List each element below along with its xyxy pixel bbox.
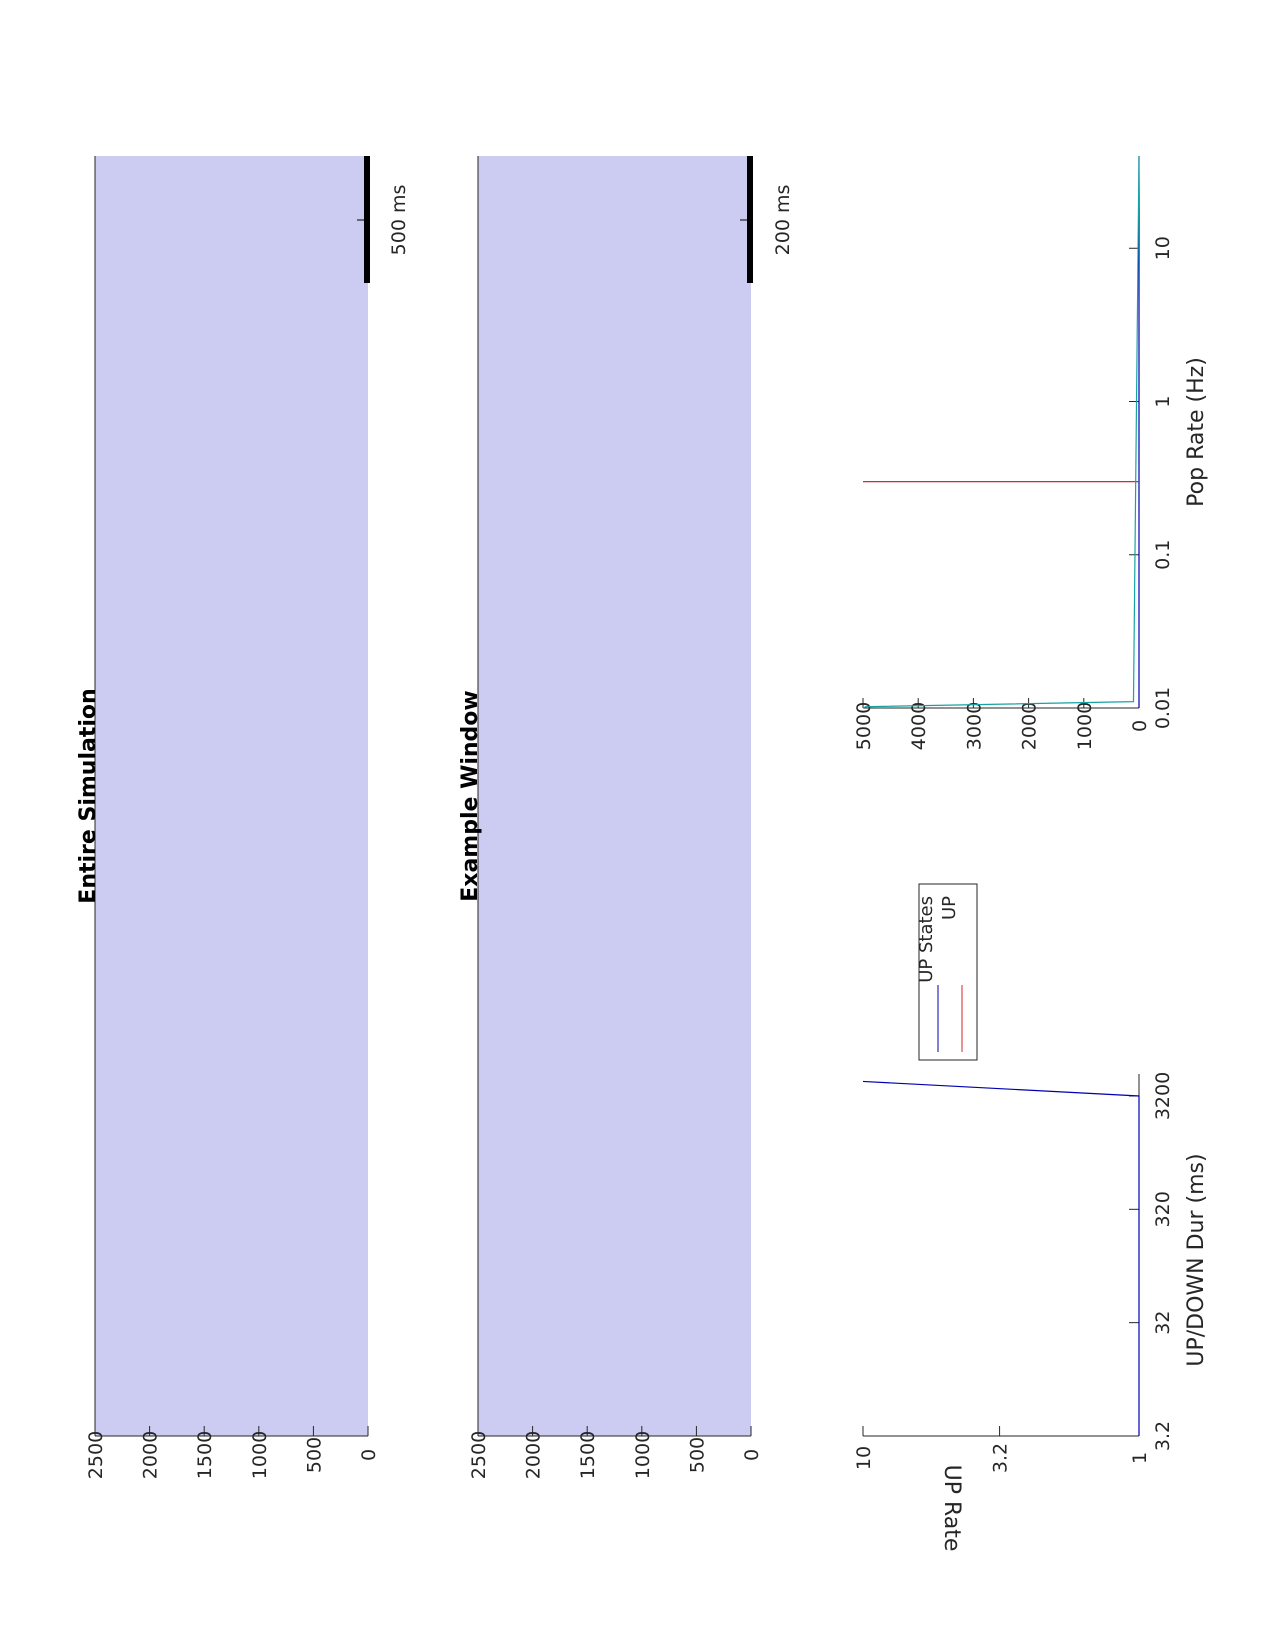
p4-ytick-label: 4000 — [908, 702, 930, 750]
raster-ytick-label: 1500 — [194, 1431, 216, 1479]
p3-ytick-label: 1 — [1129, 1452, 1151, 1464]
title-window: Example Window — [458, 690, 483, 902]
scalebar-entire-label: 500 ms — [388, 185, 410, 256]
raster-ytick-label: 0 — [358, 1449, 380, 1461]
p4-ytick-label: 0 — [1129, 720, 1151, 732]
p4-xtick-label: 0.01 — [1152, 687, 1174, 729]
p4-ytick-label: 2000 — [1019, 702, 1041, 750]
raster-ytick-label: 500 — [303, 1437, 325, 1473]
panel-pop-rate: 0.01 0.1 1 10 0 1000 2000 3000 4000 5000 Pop Rate… — [853, 155, 1209, 750]
title-entire: Entire Simulation — [76, 688, 101, 903]
p3-xlabel: UP/DOWN Dur (ms) — [1184, 1153, 1209, 1366]
scalebar-window-label: 200 ms — [772, 185, 794, 256]
raster-ytick-label: 2500 — [468, 1431, 490, 1479]
p4-ytick-label: 1000 — [1074, 702, 1096, 750]
p3-xtick-label: 32 — [1152, 1311, 1174, 1335]
legend-label-up: UP — [939, 896, 960, 920]
p3-xtick-label: 3.2 — [1152, 1421, 1174, 1451]
p3-ylabel: UP Rate — [939, 1465, 964, 1552]
p4-ytick-label: 3000 — [963, 702, 985, 750]
raster-ytick-label: 1000 — [249, 1431, 271, 1479]
p3-xtick-label: 320 — [1152, 1191, 1174, 1227]
legend-label-up-states: UP States — [916, 896, 937, 983]
yaxis-window: 0 500 1000 1500 2000 2500 — [468, 156, 763, 1479]
p3-ytick-label: 3.2 — [990, 1443, 1012, 1473]
raster-ytick-label: 1500 — [577, 1431, 599, 1479]
raster-ytick-label: 2000 — [140, 1431, 162, 1479]
raster-ytick-label: 2500 — [85, 1431, 107, 1479]
raster-area-entire — [95, 156, 368, 1436]
raster-ytick-label: 500 — [686, 1437, 708, 1473]
p3-series-line — [862, 1080, 1140, 1436]
p4-xtick-label: 1 — [1152, 395, 1174, 407]
p4-xtick-label: 10 — [1152, 236, 1174, 260]
p4-series — [862, 155, 1140, 709]
raster-ytick-label: 1000 — [632, 1431, 654, 1479]
raster-ytick-label: 0 — [741, 1449, 763, 1461]
panel-example-window: 0 500 1000 1500 2000 2500 Example Window 200 … — [458, 156, 794, 1479]
panel-entire-simulation: 0 500 1000 1500 2000 2500 Entire Simulation 5… — [76, 156, 410, 1479]
yaxis-entire: 0 500 1000 1500 2000 2500 — [85, 156, 380, 1479]
p3-xtick-label: 3200 — [1152, 1072, 1174, 1120]
p4-ytick-label: 5000 — [853, 702, 875, 750]
p3-series — [862, 1080, 1140, 1436]
p4-xtick-label: 0.1 — [1152, 540, 1174, 570]
raster-ytick-label: 2000 — [523, 1431, 545, 1479]
raster-area-window — [478, 156, 751, 1436]
p3-ytick-label: 10 — [853, 1446, 875, 1470]
p4-series-line — [862, 155, 1140, 709]
p3-legend: UP States UP — [916, 883, 978, 1061]
p4-xlabel: Pop Rate (Hz) — [1184, 357, 1209, 507]
p4-ticks: 0.01 0.1 1 10 0 1000 2000 3000 4000 5000 — [853, 236, 1174, 750]
